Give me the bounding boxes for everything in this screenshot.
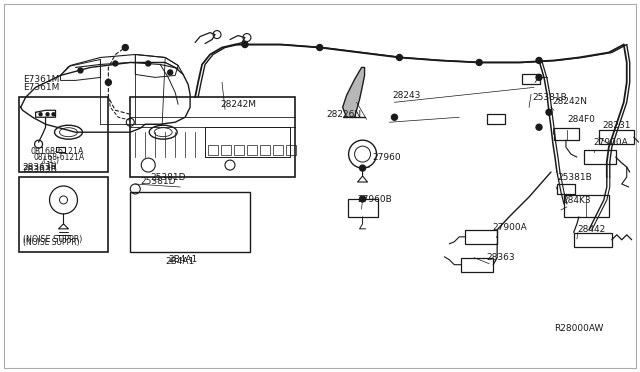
Text: 28363: 28363: [486, 253, 515, 262]
Text: 28242N: 28242N: [552, 97, 587, 106]
Bar: [19, 177, 108, 252]
Bar: [260, 145, 270, 155]
Bar: [348, 199, 378, 217]
Bar: [286, 145, 296, 155]
Circle shape: [360, 196, 365, 202]
Text: 2B4A1: 2B4A1: [168, 255, 197, 264]
Text: 27960B: 27960B: [358, 195, 392, 204]
Bar: [584, 150, 616, 164]
Text: 2B4A1: 2B4A1: [165, 257, 195, 266]
Bar: [205, 127, 290, 157]
Text: 25381D: 25381D: [140, 177, 176, 186]
Bar: [234, 145, 244, 155]
Text: 28231: 28231: [603, 121, 631, 130]
Text: E7361M: E7361M: [22, 76, 59, 84]
Circle shape: [536, 58, 542, 64]
Text: 28442: 28442: [577, 225, 605, 234]
Text: 28363R: 28363R: [22, 163, 58, 172]
Bar: [461, 258, 493, 272]
Circle shape: [392, 114, 397, 120]
Text: 08168-6121A: 08168-6121A: [31, 147, 84, 156]
Text: 25381B: 25381B: [557, 173, 592, 182]
Circle shape: [46, 113, 49, 116]
Circle shape: [536, 74, 542, 80]
Text: 28242M: 28242M: [220, 100, 256, 109]
Circle shape: [113, 61, 118, 66]
Circle shape: [39, 113, 42, 116]
Bar: [554, 128, 579, 140]
Bar: [208, 145, 218, 155]
Text: 25381D: 25381D: [150, 173, 186, 182]
Bar: [131, 192, 250, 252]
Circle shape: [242, 42, 248, 48]
Polygon shape: [342, 67, 365, 117]
Circle shape: [396, 54, 403, 61]
Circle shape: [78, 68, 83, 73]
Bar: [221, 145, 231, 155]
Circle shape: [476, 60, 482, 65]
Text: 27900A: 27900A: [492, 223, 527, 232]
Bar: [574, 233, 612, 247]
Bar: [465, 230, 497, 244]
Circle shape: [360, 165, 365, 171]
Bar: [487, 114, 505, 124]
Circle shape: [122, 45, 128, 51]
Text: (NOISE SUPPR): (NOISE SUPPR): [22, 238, 79, 247]
Circle shape: [546, 109, 552, 115]
Text: E7361M: E7361M: [22, 83, 59, 92]
Circle shape: [536, 124, 542, 130]
Circle shape: [146, 61, 151, 66]
Bar: [599, 130, 634, 144]
Bar: [557, 184, 575, 194]
Text: 28226N: 28226N: [326, 110, 362, 119]
Circle shape: [317, 45, 323, 51]
Text: 28363R: 28363R: [22, 165, 58, 174]
Circle shape: [168, 70, 173, 75]
Bar: [19, 97, 108, 172]
Circle shape: [52, 113, 55, 116]
Bar: [522, 74, 540, 84]
Text: 284K3: 284K3: [562, 196, 591, 205]
Text: (NOISE SUPPR): (NOISE SUPPR): [22, 235, 82, 244]
Bar: [273, 145, 283, 155]
Text: R28000AW: R28000AW: [554, 324, 604, 333]
Text: ( 1 ): ( 1 ): [40, 161, 56, 170]
Text: 08168-6121A: 08168-6121A: [33, 153, 84, 162]
Text: 25381B: 25381B: [532, 93, 567, 102]
Bar: [247, 145, 257, 155]
Text: 27960: 27960: [372, 153, 401, 162]
Text: ( 1 ): ( 1 ): [43, 156, 59, 165]
Circle shape: [106, 79, 111, 86]
Text: 27900A: 27900A: [594, 138, 628, 147]
Text: 28243: 28243: [392, 91, 421, 100]
Text: 284F0: 284F0: [567, 115, 595, 124]
Bar: [564, 195, 609, 217]
Bar: [131, 97, 295, 177]
